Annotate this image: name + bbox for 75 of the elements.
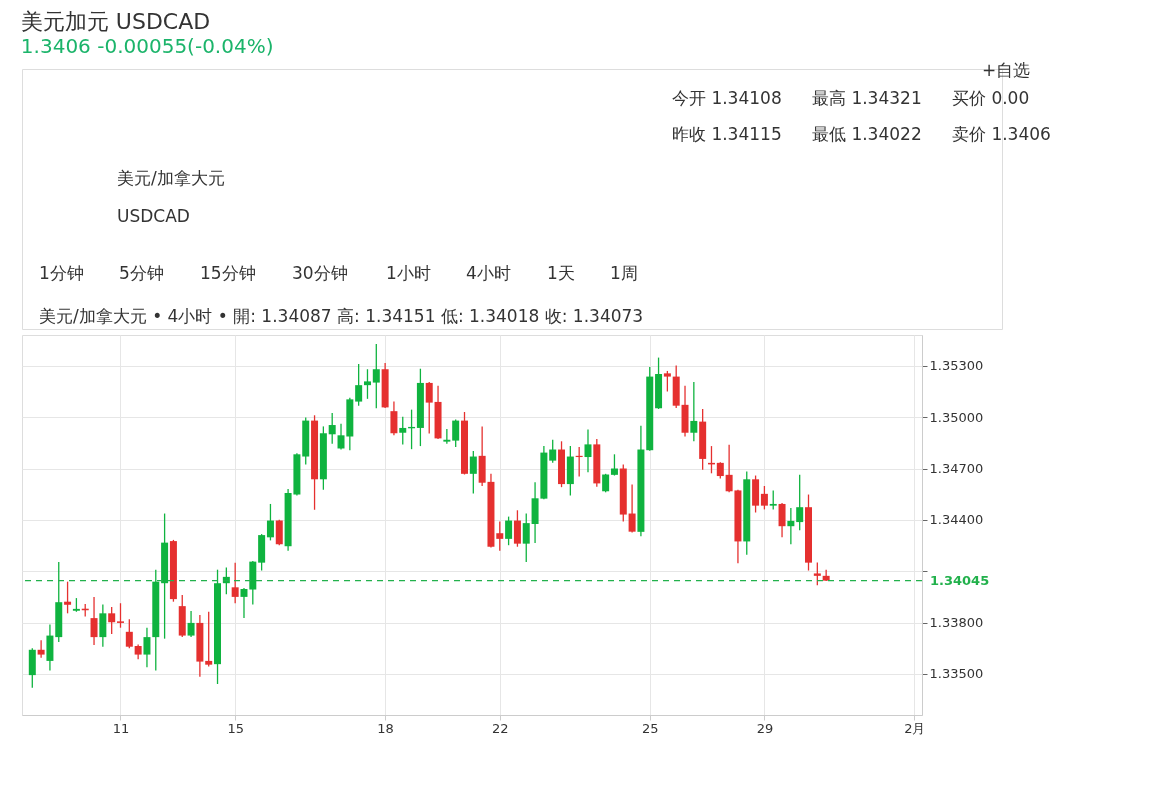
candlestick (240, 587, 248, 619)
text: 1天 (547, 263, 575, 283)
candlestick (469, 450, 477, 495)
candlestick (443, 428, 451, 445)
y-tick-label: 1.34700 (929, 461, 984, 477)
x-tick-label: 25 (641, 720, 659, 736)
candlestick (187, 610, 195, 638)
text: 1分钟 (39, 263, 84, 283)
text: 今开 1.34108 (672, 88, 782, 108)
candlestick (496, 520, 504, 552)
x-tick-label: 18 (377, 720, 394, 736)
candlestick (275, 519, 283, 546)
candlestick (769, 489, 777, 511)
text: USDCAD (117, 206, 190, 226)
candlestick (778, 502, 786, 538)
candlestick (690, 381, 698, 442)
candlestick (355, 363, 363, 407)
candlestick (117, 602, 124, 629)
candlestick (610, 453, 618, 477)
text: 最高 1.34321 (812, 88, 922, 108)
x-tick-label: 15 (227, 720, 244, 736)
candlestick (584, 428, 592, 473)
text: 30分钟 (292, 263, 348, 283)
candlestick (390, 400, 398, 436)
candlestick (363, 368, 371, 400)
text: 美元/加拿大元 • 4小时 • 開: 1.34087 高: 1.34151 低: 1.34018 收: 1.34073 (39, 306, 644, 326)
x-tick-label: 22 (492, 720, 509, 736)
text: 最低 1.34022 (812, 124, 922, 144)
text: 卖价 1.3406 (952, 124, 1051, 144)
text: 1小时 (386, 263, 431, 283)
candlestick (328, 412, 336, 445)
candlestick (513, 509, 521, 548)
candlestick (663, 370, 671, 393)
chart-title: 美元加元 USDCAD (20, 8, 211, 34)
text: 美元/加拿大元 (117, 168, 225, 188)
candlestick (602, 473, 610, 493)
candlestick (143, 627, 151, 668)
ref-line-label: 1.34045 (930, 572, 990, 588)
text: 5分钟 (119, 263, 164, 283)
text: 4小时 (466, 263, 511, 283)
y-tick-label: 1.34400 (929, 512, 984, 528)
candlestick (205, 611, 213, 668)
candlestick (125, 618, 133, 649)
y-tick-label: 1.35000 (929, 409, 984, 425)
candlestick (813, 561, 821, 586)
candlestick (266, 503, 274, 542)
y-tick-label: 1.33800 (929, 615, 984, 631)
text: 15分钟 (200, 263, 256, 283)
text: +自选 (982, 60, 1031, 80)
x-tick-label: 29 (756, 720, 774, 736)
chart-subtitle: 1.3406 -0.00055(-0.04%) (20, 33, 274, 58)
candlestick (399, 416, 407, 446)
candlestick (549, 439, 557, 464)
candlestick (760, 485, 768, 511)
candlestick (372, 343, 380, 409)
text: 昨收 1.34115 (672, 124, 782, 144)
x-tick-label: 11 (112, 720, 130, 736)
y-tick-label: 1.35300 (929, 358, 984, 374)
candlestick (108, 606, 116, 635)
candlestick (452, 418, 460, 448)
candlestick (99, 603, 107, 648)
candlestick (231, 562, 239, 604)
candlestick (90, 596, 98, 646)
candlestick (64, 581, 72, 614)
candlestick (522, 512, 530, 563)
text: 1周 (610, 263, 638, 283)
candlestick (505, 515, 513, 546)
candlestick (425, 381, 433, 435)
candlestick (37, 639, 45, 659)
text: 买价 0.00 (952, 88, 1030, 108)
candlestick (796, 474, 804, 531)
candlestick (628, 483, 636, 534)
candlestick (787, 507, 795, 545)
y-tick-label: 1.33500 (929, 666, 984, 682)
x-tick-label: 2月 (904, 720, 926, 736)
